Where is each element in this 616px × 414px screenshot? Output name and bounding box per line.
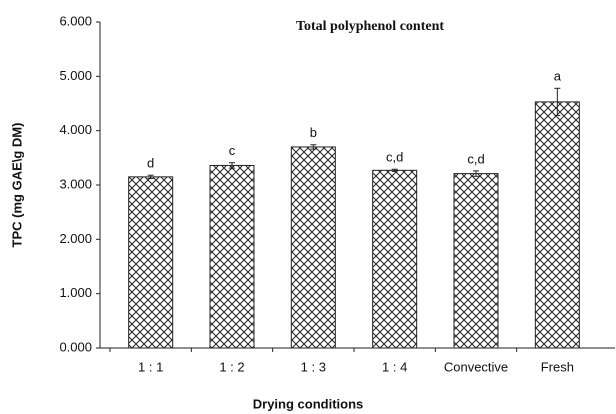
x-axis-label: Drying conditions [253, 396, 364, 411]
chart-title: Total polyphenol content [296, 19, 444, 34]
bar [372, 169, 418, 349]
error-bar [310, 144, 317, 150]
significance-label: d [147, 156, 154, 171]
bar [209, 164, 255, 349]
bar [453, 173, 499, 349]
bar [534, 101, 580, 349]
error-bar [229, 162, 235, 169]
y-tick-label: 1.000 [59, 285, 92, 300]
y-axis-label: TPC (mg GAE\g DM) [9, 123, 24, 248]
x-tick-label: Fresh [541, 359, 574, 374]
significance-label: b [310, 125, 317, 140]
x-tick-label: 1 : 4 [382, 359, 407, 374]
y-tick-label: 6.000 [59, 13, 92, 28]
error-bar [147, 174, 154, 179]
y-tick-label: 2.000 [59, 231, 92, 246]
x-tick-label: 1 : 1 [138, 359, 163, 374]
y-tick-label: 5.000 [59, 68, 92, 83]
x-tick-label: 1 : 2 [219, 359, 244, 374]
bar [128, 176, 174, 349]
y-tick-label: 3.000 [59, 176, 92, 191]
error-bar [473, 170, 479, 177]
significance-label: a [554, 69, 562, 84]
error-bar [554, 87, 561, 116]
significance-label: c,d [386, 150, 403, 165]
error-bar [391, 168, 398, 172]
y-tick-label: 0.000 [59, 339, 92, 354]
x-tick-label: Convective [444, 359, 508, 374]
y-tick-label: 4.000 [59, 122, 92, 137]
x-tick-label: 1 : 3 [301, 359, 326, 374]
bar [290, 146, 336, 349]
significance-label: c [229, 143, 236, 158]
significance-label: c,d [467, 151, 484, 166]
